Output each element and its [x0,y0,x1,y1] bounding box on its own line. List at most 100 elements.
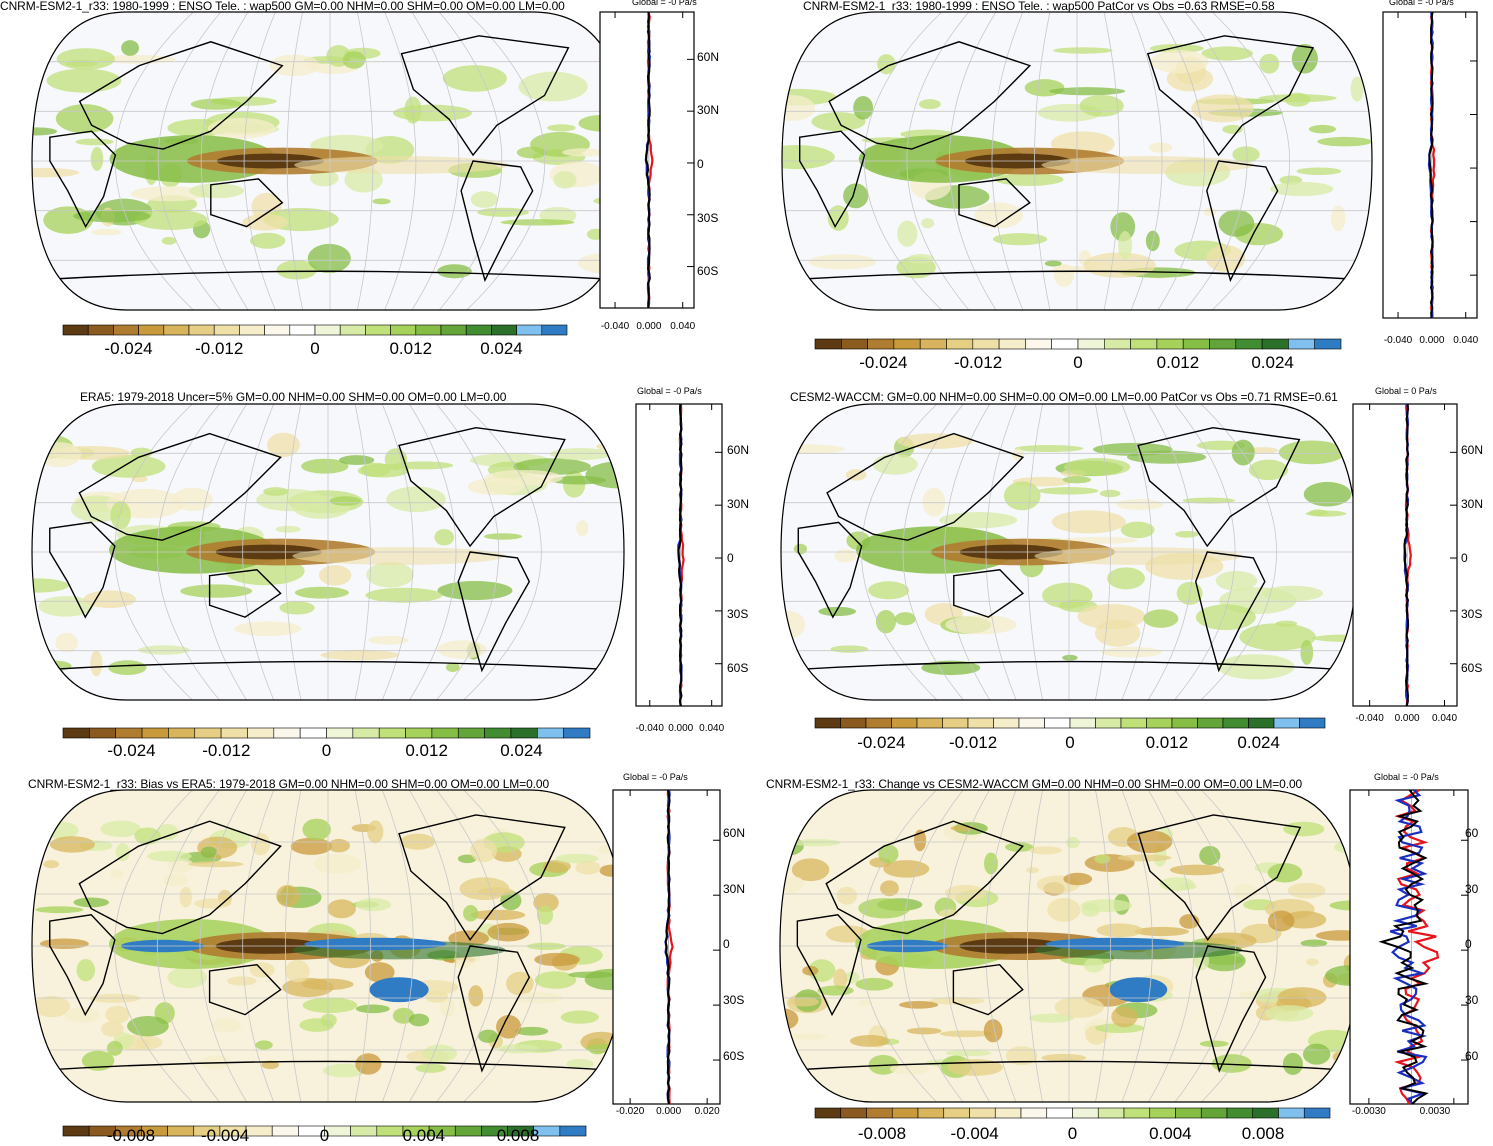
field-patch [1275,620,1298,627]
longitude-line [409,404,457,700]
field-patch [1148,142,1173,153]
continent-outline [797,521,863,619]
longitude-line [985,790,1017,1102]
colorbar-label: 0.008 [496,1126,540,1145]
field-patch [1277,987,1327,1008]
colorbar-label: 0.004 [402,1126,446,1145]
colorbar-swatch [972,338,1000,350]
antarctica-outline [781,660,1357,672]
field-patch [781,611,806,639]
longitude-line [902,404,964,700]
field-patch [1094,619,1141,647]
field-patch [1317,136,1372,147]
field-patch [73,209,151,223]
continent-outline [1137,814,1302,942]
profile-tick-label: -0.040 [1355,713,1384,724]
map-border [31,789,625,1103]
field-patch [974,202,1023,229]
field-patch [207,118,276,139]
field-patch [424,990,449,1003]
colorbar-swatch [1209,338,1237,350]
field-patch [83,590,136,609]
latitude-label: 30S [697,211,719,225]
field-patch [368,635,409,645]
latitude-label: 30 [1465,993,1479,1007]
latitude-label: 60S [723,1049,745,1063]
field-patch [780,1008,799,1030]
field-patch [500,891,522,911]
colorbar-label: 0 [310,339,320,358]
colorbar-swatch [840,1107,867,1119]
field-patch [294,586,349,599]
field-patch [853,95,874,120]
continent-outline [799,130,866,229]
field-patch [1238,990,1259,999]
east-pacific-band [292,547,506,565]
field-patch [849,1035,890,1047]
longitude-line [156,790,220,1102]
colorbar-swatch [87,324,114,336]
field-patch [536,905,554,925]
map-panel-2 [781,11,1373,311]
field-patch [534,952,581,967]
longitude-line [411,12,460,310]
colorbar-swatch [220,727,248,739]
colorbar-swatch [239,324,265,336]
field-patch [261,1060,280,1070]
field-patch [1083,252,1156,278]
field-patch [1331,205,1346,232]
colorbar-swatch [314,324,341,336]
field-patch [477,887,515,897]
field-patch [161,236,177,245]
profile-line-mean [645,11,651,309]
field-patch [32,127,58,136]
colorbar-1 [62,324,568,336]
colorbar-swatch [326,727,354,739]
latitude-label: 30S [727,607,749,621]
field-patch [1283,821,1325,837]
field-patch [944,884,987,902]
longitude-line [1174,404,1236,700]
colorbar-label: 0.012 [1145,733,1189,752]
field-patch [1005,842,1034,852]
field-patch [555,853,599,864]
field-patch [836,886,857,905]
field-patch [939,512,1018,529]
field-patch [179,886,193,908]
field-patch [487,922,530,942]
continent-outline [457,551,531,673]
field-patch [234,621,302,637]
field-patch [1093,442,1173,456]
colorbar-label: -0.012 [195,339,244,358]
field-patch [1111,1006,1138,1028]
pacific-blue [1045,937,1185,951]
field-patch [75,138,114,146]
colorbar-swatch [299,727,327,739]
latitude-label: 30 [1465,882,1479,896]
field-patch [1049,87,1126,96]
colorbar-label: -0.004 [950,1124,999,1143]
profile-title: Global = -0 Pa/s [1389,0,1454,7]
colorbar-swatch [289,324,316,336]
field-patch [211,1018,242,1033]
field-patch [1011,448,1025,461]
colorbar-swatch [440,324,467,336]
field-patch [1206,244,1246,272]
colorbar-swatch [917,1107,945,1119]
field-patch [782,95,816,121]
field-patch [1107,567,1145,590]
colorbar-swatch [993,717,1020,729]
field-patch [355,898,392,912]
colorbar-swatch [62,1125,90,1137]
field-patch [110,869,124,879]
colorbar-swatch [916,717,943,729]
field-patch [49,836,96,853]
profile-tick-label: 0.0030 [1419,1106,1451,1117]
colorbar-swatch [454,1125,482,1137]
field-patch [1117,854,1172,862]
field-patch [133,209,208,230]
field-patch [1054,996,1104,1018]
panel-title: CNRM-ESM2-1_r33: Change vs CESM2-WACCM G… [766,777,1303,791]
profile-tick-label: 0.000 [1419,335,1445,346]
